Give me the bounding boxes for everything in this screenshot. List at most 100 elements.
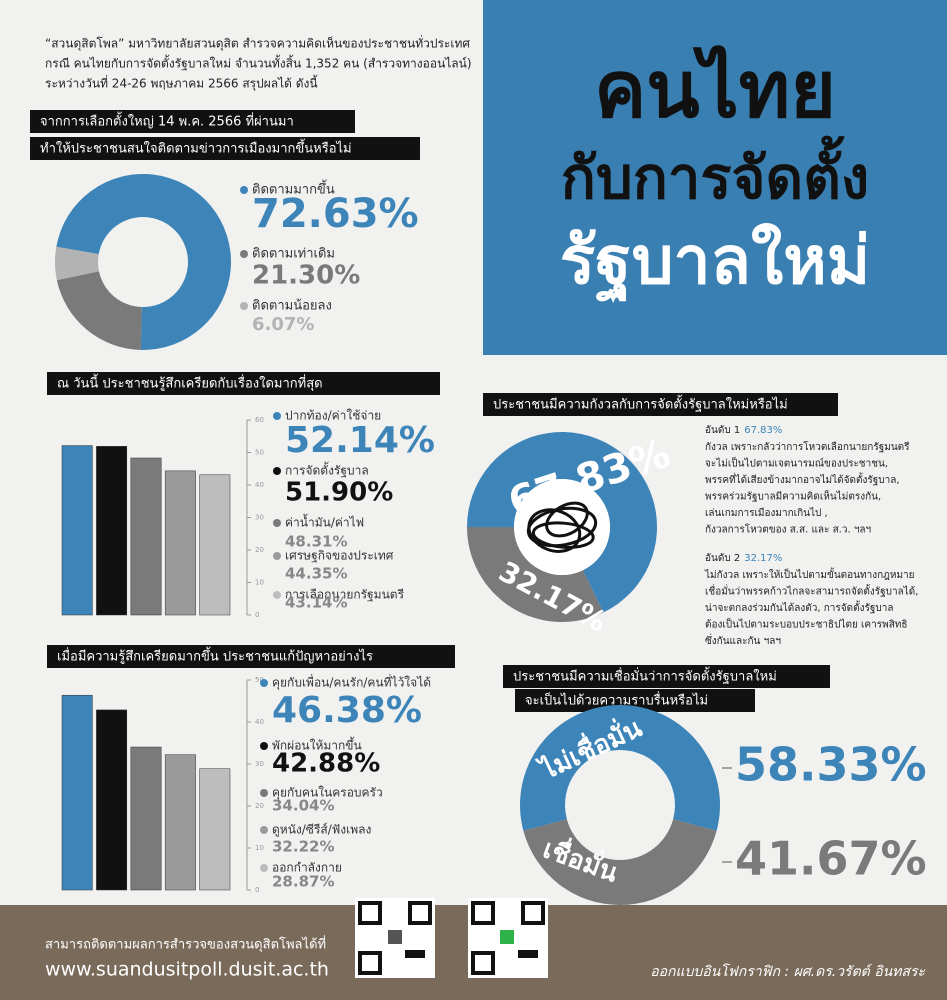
rank-description: ต้องเป็นไปตามระบอบประชาธิปไตย เคารพสิทธิ [705, 617, 908, 631]
scribble [545, 501, 589, 538]
donut-slice [467, 432, 657, 613]
legend-dot [240, 186, 248, 194]
value-label: 28.87% [272, 873, 334, 891]
chart-title: ทำให้ประชาชนสนใจติดตามข่าวการเมืองมากขึ้… [40, 139, 352, 157]
chart-title: เมื่อมีความรู้สึกเครียดมากขึ้น ประชาชนแก… [57, 647, 373, 665]
title-box [30, 137, 420, 160]
legend-label: พักผ่อนให้มากขึ้น [272, 737, 362, 753]
rank-description: เล่นเกมการเมืองมากเกินไป , [705, 507, 828, 519]
legend-label: ค่าน้ำมัน/ค่าไฟ [285, 514, 364, 530]
scribble [527, 508, 582, 553]
intro-line: “สวนดุสิตโพล” มหาวิทยาลัยสวนดุสิต สำรวจค… [45, 35, 470, 52]
value-label: 43.14% [285, 594, 347, 612]
y-tick-label: 40 [255, 718, 264, 726]
value-label: 6.07% [252, 314, 314, 335]
title-box [47, 372, 440, 395]
title-box [47, 645, 455, 668]
bar [130, 457, 162, 616]
legend-label: ติดตามน้อยลง [252, 299, 332, 314]
footer-note: สามารถติดตามผลการสำรวจของสวนดุสิตโพลได้ท… [45, 936, 326, 953]
rank-value: 67.83% [744, 425, 782, 436]
center-hole [514, 479, 610, 575]
y-tick-label: 20 [255, 802, 264, 810]
bar [96, 709, 128, 891]
y-tick-label: 0 [255, 886, 259, 894]
footer-credit: ออกแบบอินโฟกราฟิก : ผศ.ดร.วรัตต์ อินทสระ [650, 963, 925, 980]
bar [130, 746, 162, 891]
main-title: กับการจัดตั้ง [561, 136, 869, 212]
chart-title: ประชาชนมีความเชื่อมั่นว่าการจัดตั้งรัฐบา… [513, 667, 777, 685]
rank-description: ไม่กังวล เพราะให้เป็นไปตามขั้นตอนทางกฎหม… [704, 567, 915, 581]
value-label: 32.22% [272, 838, 334, 856]
y-tick-label: 60 [255, 416, 264, 424]
footer-url[interactable]: www.suandusitpoll.dusit.ac.th [45, 959, 329, 981]
value-label: 42.88% [272, 749, 380, 779]
y-tick-label: 30 [255, 760, 264, 768]
chart-title: จะเป็นไปด้วยความราบรื่นหรือไม่ [525, 691, 708, 709]
title-panel [483, 0, 947, 355]
value-label: 51.90% [285, 478, 393, 508]
legend-label: ติดตามมากขึ้น [252, 180, 335, 198]
value-label: 52.14% [285, 420, 435, 461]
y-tick-label: 40 [255, 481, 264, 489]
legend-dot [273, 467, 281, 475]
intro-line: กรณี คนไทยกับการจัดตั้งรัฐบาลใหม่ จำนวนท… [45, 55, 472, 71]
rank-label: อันดับ 1 67.83% [705, 425, 782, 436]
y-tick-label: 10 [255, 844, 264, 852]
legend-dot [260, 679, 268, 687]
chart-title: ณ วันนี้ ประชาชนรู้สึกเครียดกับเรื่องใดม… [57, 374, 323, 392]
legend-dot [260, 742, 268, 750]
chart-title: ประชาชนมีความกังวลกับการจัดตั้งรัฐบาลใหม… [493, 395, 788, 413]
legend-label: การจัดตั้งรัฐบาล [285, 462, 369, 478]
donut-slice [519, 704, 720, 831]
bar [96, 446, 128, 616]
title-box [503, 665, 830, 688]
rank-description: พรรคที่ได้เสียงข้างมากอาจไม่ได้จัดตั้งรั… [705, 472, 900, 486]
legend-dot [273, 591, 281, 599]
legend-label: ดูหนัง/ซีรีส์/ฟังเพลง [272, 823, 371, 838]
donut-slice [56, 174, 232, 351]
rank-description: กังวลการโหวตของ ส.ส. และ ส.ว. ฯลฯ [705, 523, 871, 536]
legend-label: เศรษฐกิจของประเทศ [285, 549, 394, 563]
value-label: 58.33% [735, 738, 927, 792]
rank-label: อันดับ 2 32.17% [705, 553, 782, 564]
value-label: 46.38% [272, 690, 422, 731]
rank-description: จะไม่เป็นไปตามเจตนารมณ์ของประชาชน, [705, 456, 888, 470]
legend-dot [260, 789, 268, 797]
value-label: 34.04% [272, 797, 334, 815]
value-label: 72.63% [252, 191, 419, 237]
bar [199, 474, 231, 616]
legend-label: การเลือกนายกรัฐมนตรี [285, 588, 405, 602]
title-box [30, 110, 355, 133]
value-label: 41.67% [735, 832, 927, 886]
legend-dot [273, 519, 281, 527]
title-box [483, 393, 838, 416]
value-label: 21.30% [252, 261, 360, 291]
bar [61, 694, 93, 891]
y-tick-label: 20 [255, 546, 264, 554]
title-box [515, 689, 755, 712]
bar [61, 445, 93, 616]
donut-slice [523, 819, 717, 905]
y-tick-label: 30 [255, 514, 264, 522]
rank-description: น่าจะตกลงร่วมกันได้ลงตัว, การจัดตั้งรัฐบ… [705, 600, 893, 614]
legend-dot [240, 250, 248, 258]
legend-dot [260, 864, 268, 872]
qr-code [355, 898, 435, 978]
legend-dot [260, 826, 268, 834]
bar [199, 768, 231, 891]
legend-label: คุยกับคนในครอบครัว [272, 786, 383, 801]
rank-value: 32.17% [744, 553, 782, 564]
value-label: 48.31% [285, 533, 347, 551]
legend-dot [240, 302, 248, 310]
donut-slice [54, 246, 99, 281]
y-tick-label: 50 [255, 449, 264, 457]
y-tick-label: 10 [255, 579, 264, 587]
legend-label: ติดตามเท่าเดิม [252, 247, 335, 262]
main-title: คนไทย [594, 44, 836, 135]
legend-dot [273, 552, 281, 560]
rank-description: กังวล เพราะกลัวว่าการโหวตเลือกนายกรัฐมนต… [705, 440, 910, 453]
y-tick-label: 50 [255, 676, 264, 684]
bar [164, 754, 196, 891]
